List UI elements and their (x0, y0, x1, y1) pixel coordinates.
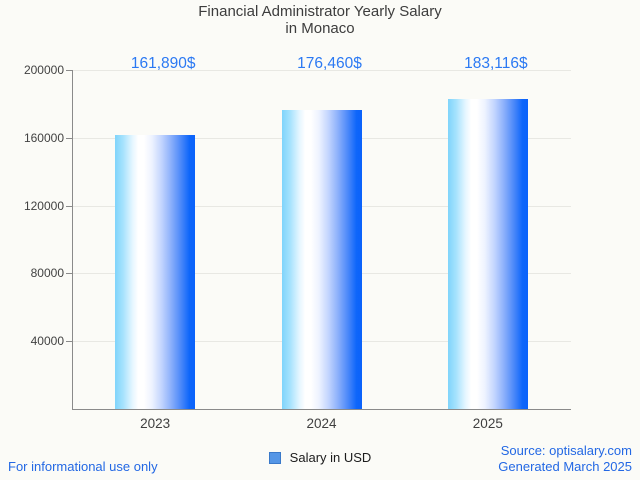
y-axis-tick (66, 273, 72, 275)
value-label: 183,116$ (464, 55, 528, 72)
y-axis-tick (66, 341, 72, 343)
footer-disclaimer: For informational use only (8, 459, 158, 474)
gridline (72, 70, 571, 71)
legend-marker-icon (268, 451, 281, 464)
y-axis (72, 70, 73, 409)
y-axis-tick-label: 160000 (23, 130, 64, 145)
value-label: 176,460$ (297, 55, 362, 72)
chart-title-line2: in Monaco (285, 20, 355, 37)
x-axis-tick-label: 2025 (472, 416, 503, 431)
y-axis-tick-label: 120000 (23, 198, 64, 213)
bar[interactable] (281, 109, 362, 409)
legend-label: Salary in USD (289, 450, 372, 465)
x-axis-tick-label: 2024 (306, 416, 337, 431)
bar[interactable] (447, 98, 528, 409)
bar[interactable] (115, 134, 196, 409)
y-axis-tick-label: 40000 (30, 334, 64, 349)
generated-date: Generated March 2025 (498, 459, 632, 474)
chart-title: Financial Administrator Yearly Salary in… (0, 3, 640, 37)
chart-title-line1: Financial Administrator Yearly Salary (198, 3, 442, 20)
y-axis-tick-label: 80000 (30, 266, 64, 281)
x-axis (72, 409, 571, 410)
y-axis-tick (66, 70, 72, 71)
legend: Salary in USD (0, 450, 640, 465)
x-axis-tick-label: 2023 (140, 416, 171, 431)
value-label: 161,890$ (130, 55, 196, 72)
footer-source-block: Source: optisalary.com Generated March 2… (332, 443, 632, 475)
y-axis-tick (66, 137, 72, 139)
y-axis-tick (66, 205, 72, 207)
y-axis-tick-label: 200000 (23, 63, 64, 77)
source-link[interactable]: Source: optisalary.com (500, 443, 632, 458)
